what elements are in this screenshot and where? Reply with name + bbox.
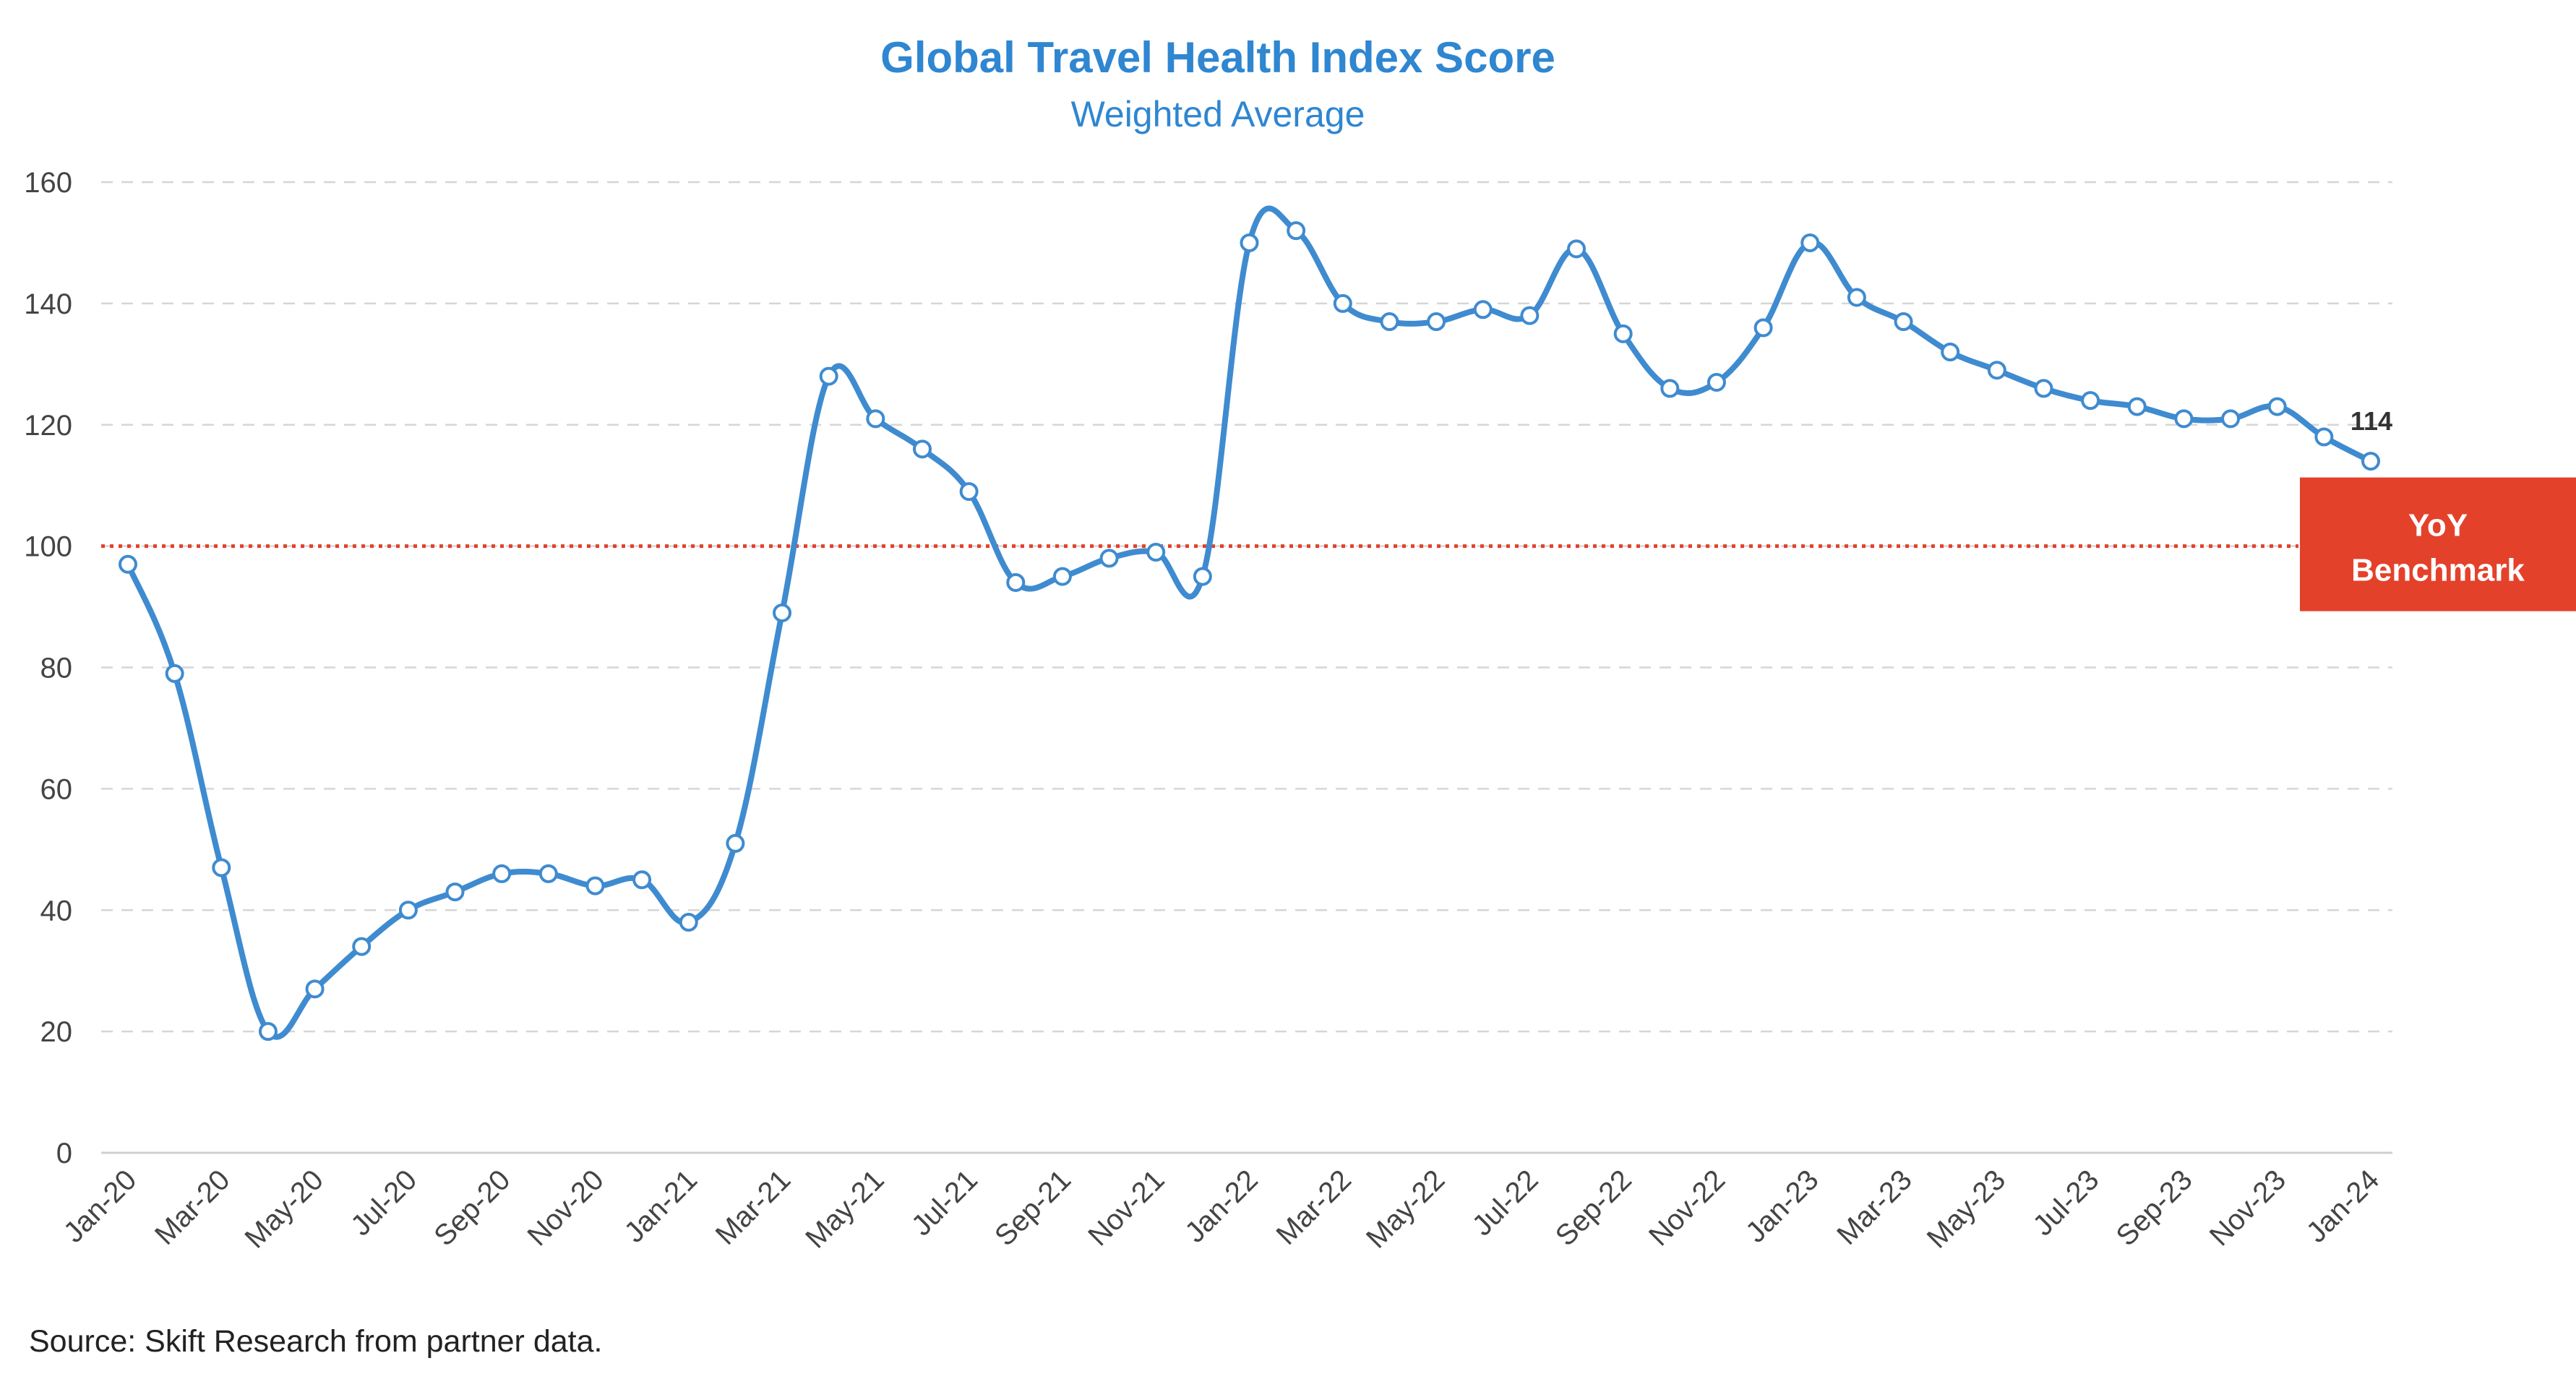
x-tick-label: Jan-24 — [2301, 1164, 2386, 1249]
x-tick-label: Jul-23 — [2027, 1164, 2105, 1242]
data-point — [492, 864, 512, 883]
x-tick-label: Jan-23 — [1740, 1164, 1825, 1249]
data-point — [1052, 567, 1072, 586]
data-point — [305, 979, 325, 999]
x-tick-label: Jul-21 — [906, 1164, 984, 1242]
x-tick-label: Nov-22 — [1643, 1164, 1731, 1252]
data-point — [1706, 372, 1726, 392]
data-point — [1753, 318, 1773, 338]
data-point — [2081, 391, 2100, 411]
x-tick-label: Mar-20 — [149, 1164, 236, 1251]
x-tick-label: Jul-22 — [1467, 1164, 1545, 1242]
data-point — [1567, 239, 1587, 259]
x-tick-label: May-22 — [1360, 1164, 1451, 1254]
data-point — [1333, 293, 1352, 313]
data-point — [445, 882, 465, 902]
data-points — [119, 221, 2380, 1041]
data-point — [2314, 427, 2334, 447]
data-point — [1193, 567, 1212, 586]
data-point — [1894, 312, 1913, 332]
x-tick-label: Sep-22 — [1550, 1164, 1638, 1252]
data-point — [258, 1022, 278, 1041]
data-point — [2361, 452, 2380, 471]
x-tick-label: Nov-21 — [1082, 1164, 1170, 1252]
data-point — [679, 913, 698, 932]
data-point — [119, 554, 137, 574]
chart-title: Global Travel Health Index Score — [880, 33, 1555, 82]
data-point — [1240, 233, 1259, 252]
data-point — [1287, 221, 1306, 241]
y-tick-label: 20 — [40, 1016, 73, 1048]
data-point — [2221, 409, 2241, 429]
y-tick-label: 80 — [40, 653, 73, 684]
source-note: Source: Skift Research from partner data… — [29, 1324, 602, 1359]
y-tick-label: 160 — [24, 167, 72, 199]
x-tick-label: Jul-20 — [345, 1164, 423, 1242]
y-tick-label: 120 — [24, 410, 72, 442]
series-line — [125, 205, 2374, 1040]
data-point — [1473, 300, 1493, 319]
x-tick-label: May-20 — [239, 1164, 330, 1254]
data-point — [1146, 543, 1166, 562]
data-point — [1800, 233, 1820, 252]
data-point — [165, 663, 184, 683]
y-tick-label: 40 — [40, 895, 73, 927]
data-point — [1613, 324, 1633, 343]
y-tick-label: 140 — [24, 288, 72, 320]
data-point — [2267, 397, 2287, 416]
data-point — [1847, 288, 1866, 307]
data-point — [1380, 312, 1399, 332]
data-point — [1987, 361, 2006, 380]
y-tick-label: 0 — [56, 1138, 72, 1169]
data-point — [585, 876, 605, 895]
x-tick-label: Sep-20 — [428, 1164, 516, 1252]
x-tick-label: Nov-20 — [522, 1164, 610, 1252]
data-point — [212, 858, 231, 877]
x-tick-label: May-23 — [1921, 1164, 2012, 1254]
data-point — [912, 439, 932, 459]
data-point — [1006, 572, 1026, 592]
x-tick-label: Nov-23 — [2204, 1164, 2292, 1252]
data-point — [1099, 549, 1119, 568]
last-value-label: 114 — [2350, 406, 2392, 436]
data-point — [2174, 409, 2194, 429]
data-point — [773, 603, 792, 622]
y-axis-ticks: 0 20 40 60 80 100 120 140 160 — [24, 167, 72, 1169]
data-point — [538, 864, 558, 883]
y-tick-label: 60 — [40, 773, 73, 805]
data-point — [2034, 379, 2053, 398]
data-point — [1520, 306, 1540, 325]
data-point — [819, 366, 838, 386]
y-tick-label: 100 — [24, 531, 72, 563]
data-point — [1941, 343, 1960, 362]
x-tick-label: Jan-22 — [1179, 1164, 1264, 1249]
data-point — [1660, 379, 1680, 398]
x-tick-label: Sep-21 — [989, 1164, 1077, 1252]
gridlines — [101, 181, 2392, 1033]
x-axis-ticks: Jan-20 Mar-20 May-20 Jul-20 Sep-20 Nov-20 Jan-… — [58, 1164, 2386, 1254]
x-tick-label: Jan-20 — [58, 1164, 143, 1249]
data-point — [726, 833, 745, 853]
data-point — [352, 937, 372, 956]
benchmark-label-line-1: YoY — [2408, 508, 2468, 544]
data-point — [398, 901, 418, 920]
x-tick-label: Jan-21 — [619, 1164, 704, 1249]
benchmark-label-line-2: Benchmark — [2351, 553, 2525, 588]
x-tick-label: Sep-23 — [2110, 1164, 2198, 1252]
chart-subtitle: Weighted Average — [1071, 94, 1365, 134]
x-tick-label: Mar-21 — [710, 1164, 797, 1251]
x-tick-label: May-21 — [799, 1164, 890, 1254]
x-tick-label: Mar-22 — [1270, 1164, 1357, 1251]
benchmark-label-background — [2300, 477, 2576, 611]
data-point — [1427, 312, 1446, 332]
data-point — [866, 409, 885, 429]
benchmark-label-box: YoY Benchmark — [2300, 477, 2576, 611]
data-point — [959, 482, 979, 502]
data-point — [2127, 397, 2147, 416]
data-point — [632, 870, 652, 890]
x-tick-label: Mar-23 — [1831, 1164, 1918, 1251]
